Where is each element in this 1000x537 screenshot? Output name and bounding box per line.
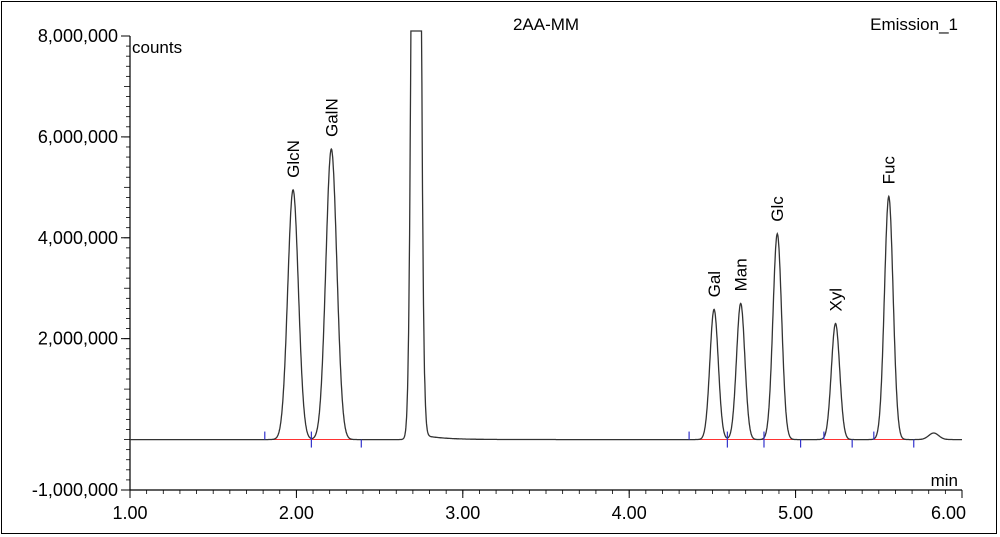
peak-label: Man [732,258,751,291]
x-tick-label: 3.00 [445,503,480,523]
y-tick-label: 8,000,000 [38,26,118,46]
x-tick-label: 4.00 [612,503,647,523]
x-axis-label: min [931,471,958,490]
peak-label: Glc [768,196,787,222]
x-tick-label: 5.00 [778,503,813,523]
peak-label: Fuc [880,156,899,185]
chart-title: 2AA-MM [513,15,579,34]
y-tick-label: 4,000,000 [38,228,118,248]
peak-labels: GlcN GalN Gal Man Glc Xyl Fuc [284,98,899,311]
x-tick-label: 6.00 [931,503,966,523]
y-axis-label: counts [132,38,182,57]
peak-label: GlcN [284,140,303,178]
x-tick-label: 2.00 [279,503,314,523]
peak-label: Xyl [826,288,845,312]
chromatogram-trace [130,30,962,441]
channel-label: Emission_1 [870,15,958,34]
integration-markers [264,431,915,448]
x-tick-label: 1.00 [112,503,147,523]
y-tick-label: 2,000,000 [38,329,118,349]
y-tick-label: 6,000,000 [38,127,118,147]
axes: 1.00 2.00 3.00 4.00 5.00 6.00 -1,000,000 2,000,… [32,26,966,523]
peak-label: Gal [705,271,724,297]
peak-label: GalN [322,98,341,137]
y-tick-label: -1,000,000 [32,480,118,500]
